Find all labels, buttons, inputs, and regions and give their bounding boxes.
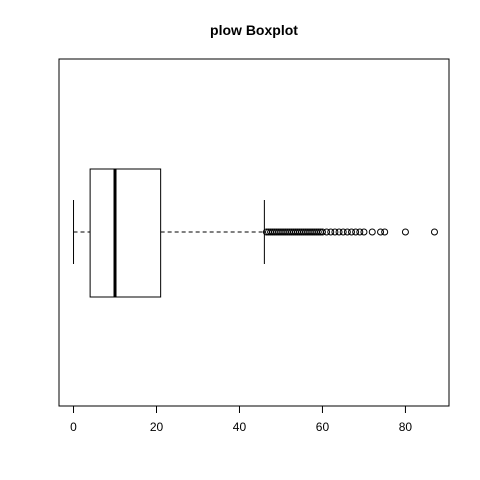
outlier-point [352,228,360,236]
outlier-point [377,228,385,236]
outlier-point [335,228,343,236]
x-tick-label: 20 [150,420,164,434]
outlier-point [401,228,409,236]
outlier-point [339,228,347,236]
outlier-point [430,228,438,236]
chart-title: plow Boxplot [210,22,298,38]
outlier-point [356,228,364,236]
outlier-point [318,228,326,236]
outlier-point [323,228,331,236]
outlier-point [348,228,355,236]
outlier-point [331,228,339,236]
outlier-point [381,228,389,236]
chart-marks: 0 20 40 60 80 [70,168,438,434]
iqr-box [89,168,162,298]
outlier-point [368,228,376,236]
x-tick-label: 80 [399,420,413,434]
outlier-point [360,228,368,236]
outlier-point [327,228,335,236]
x-tick-label: 60 [316,420,330,434]
x-tick-label: 40 [233,420,247,434]
x-tick-label: 0 [70,420,77,434]
outlier-point [314,228,322,236]
outlier-point [343,228,351,236]
